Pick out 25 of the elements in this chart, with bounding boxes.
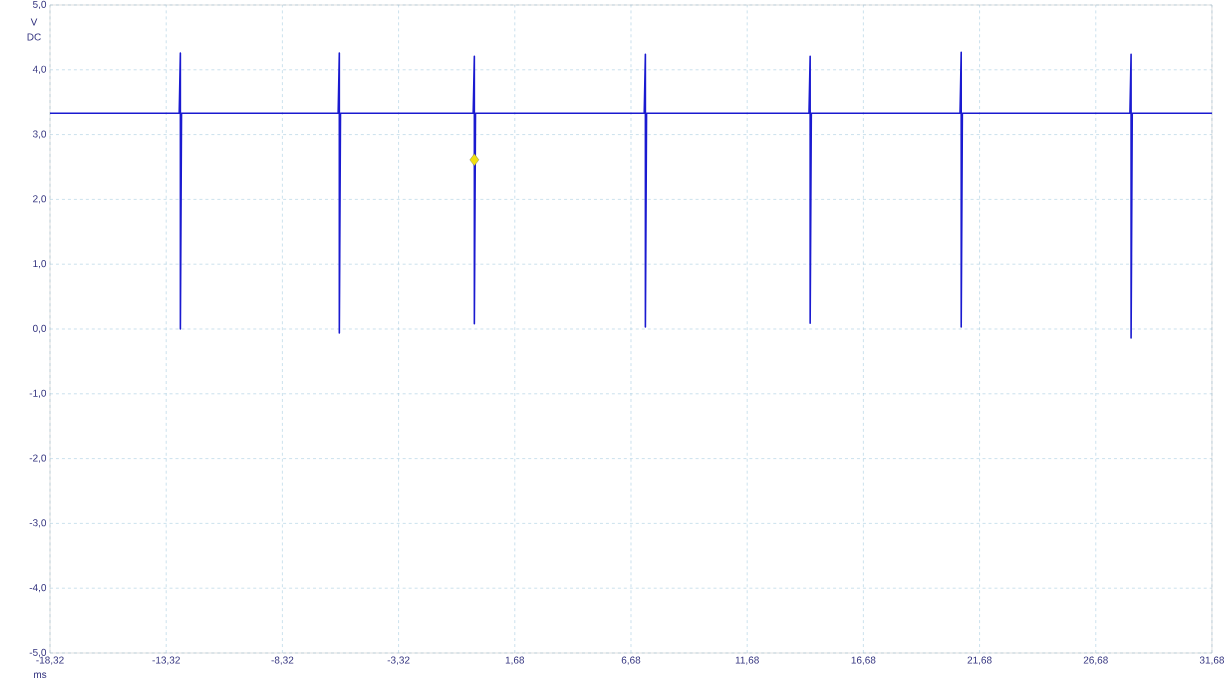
x-tick-label: 21,68 (967, 656, 992, 665)
y-tick-label: -2,0 (29, 454, 47, 463)
y-tick-label: 1,0 (33, 260, 47, 269)
x-axis-title: ms (34, 672, 47, 679)
x-tick-label: 11,68 (735, 656, 759, 665)
x-tick-label: 1,68 (505, 656, 525, 665)
y-tick-label: 4,0 (32, 65, 47, 74)
y-tick-label: 3,0 (32, 130, 47, 139)
x-tick-label: 26,68 (1083, 656, 1108, 665)
x-tick-label: -3,32 (387, 656, 410, 665)
y-tick-label: -3,0 (29, 519, 47, 528)
y-tick-label: 0,0 (32, 324, 47, 334)
y-tick-label: 5,0 (32, 0, 47, 10)
y-axis-title: V DC (27, 18, 41, 41)
line-series (50, 51, 1212, 339)
x-tick-label: -18,32 (36, 656, 64, 665)
x-tick-label: 16,68 (851, 656, 876, 665)
y-tick-label: -5,0 (29, 648, 47, 658)
y-tick-label: -4,0 (29, 584, 47, 593)
x-tick-label: -13,32 (152, 656, 180, 665)
x-tick-label: 6,68 (621, 656, 641, 665)
x-tick-label: 31,68 (1199, 656, 1225, 665)
x-tick-label: -8,32 (271, 656, 294, 665)
y-tick-label: 2,0 (33, 195, 47, 204)
y-tick-label: -1,0 (29, 389, 47, 398)
